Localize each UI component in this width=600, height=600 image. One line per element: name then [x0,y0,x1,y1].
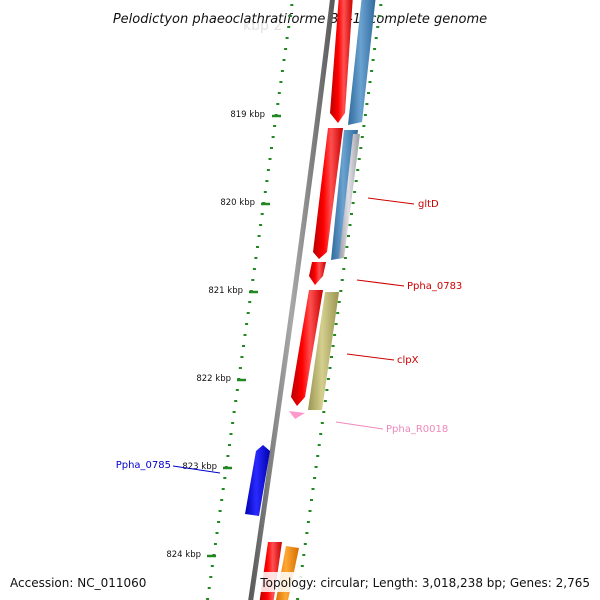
gene-arrow-clpX[interactable] [291,290,323,406]
gene-blue-top[interactable] [348,0,376,125]
leader-Ppha_0785 [172,465,221,474]
label-Ppha_0785[interactable]: Ppha_0785 [116,460,171,471]
gene-arrow-Ppha_0785[interactable] [245,445,270,516]
kbp-label-823: 823 kbp [182,462,217,472]
faded-ruler-text: kbp 2 [243,18,282,34]
gene-olive-clpX[interactable] [308,292,339,410]
footer-topology: Topology: circular; Length: 3,018,238 bp… [259,576,590,590]
gene-arrow-red-1[interactable] [330,0,353,123]
kbp-label-819: 819 kbp [230,110,265,120]
leader-Ppha_R0018 [335,421,384,430]
leader-Ppha_0783 [356,279,405,287]
footer-topology-bg [258,572,596,592]
scale-ruler [206,4,383,600]
leader-clpX [346,353,395,361]
kbp-label-821: 821 kbp [208,286,243,296]
kbp-label-820: 820 kbp [220,198,255,208]
leader-gltD [367,197,415,205]
kbp-label-822: 822 kbp [196,374,231,384]
label-Ppha_R0018[interactable]: Ppha_R0018 [386,424,448,435]
gene-arrow-Ppha_0783[interactable] [309,262,326,285]
gene-labels: gltD Ppha_0783 clpX Ppha_R0018 Ppha_0785 [116,197,462,474]
outer-features [275,0,376,600]
forward-strand-features [259,0,353,600]
footer-accession-bg [6,572,152,592]
kbp-label-824: 824 kbp [166,550,201,560]
kbp-scale: 819 kbp 820 kbp 821 kbp 822 kbp 823 kbp … [166,110,281,560]
genome-backbone [248,0,335,600]
map-title: Pelodictyon phaeoclathratiforme BU-1, co… [113,12,487,27]
label-Ppha_0783[interactable]: Ppha_0783 [407,281,462,292]
footer-accession: Accession: NC_011060 [10,576,146,590]
gene-arrow-gltD[interactable] [313,128,343,259]
gene-grey-mid[interactable] [339,134,360,258]
gene-rna-Ppha_R0018[interactable] [289,411,305,419]
label-gltD[interactable]: gltD [418,199,439,210]
label-clpX[interactable]: clpX [397,355,419,366]
